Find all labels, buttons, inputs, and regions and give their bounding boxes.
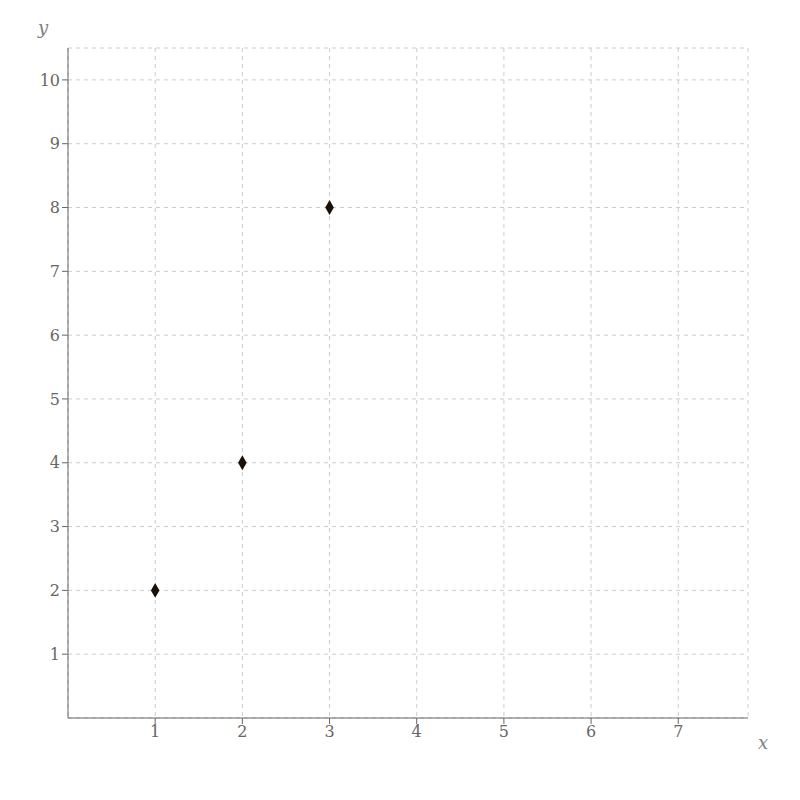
svg-text:7: 7 <box>673 722 683 741</box>
svg-text:9: 9 <box>50 134 60 153</box>
svg-text:6: 6 <box>586 722 596 741</box>
svg-text:3: 3 <box>50 517 60 536</box>
svg-text:5: 5 <box>499 722 509 741</box>
svg-text:3: 3 <box>324 722 334 741</box>
svg-text:1: 1 <box>50 645 60 664</box>
svg-text:1: 1 <box>150 722 160 741</box>
svg-text:2: 2 <box>237 722 247 741</box>
svg-text:7: 7 <box>50 262 60 281</box>
svg-text:4: 4 <box>412 722 422 741</box>
svg-text:2: 2 <box>50 581 60 600</box>
svg-text:10: 10 <box>40 71 60 90</box>
svg-text:y: y <box>37 17 49 38</box>
svg-text:5: 5 <box>50 390 60 409</box>
svg-text:x: x <box>758 732 768 753</box>
svg-text:8: 8 <box>50 198 60 217</box>
svg-text:6: 6 <box>50 326 60 345</box>
svg-text:4: 4 <box>50 453 60 472</box>
